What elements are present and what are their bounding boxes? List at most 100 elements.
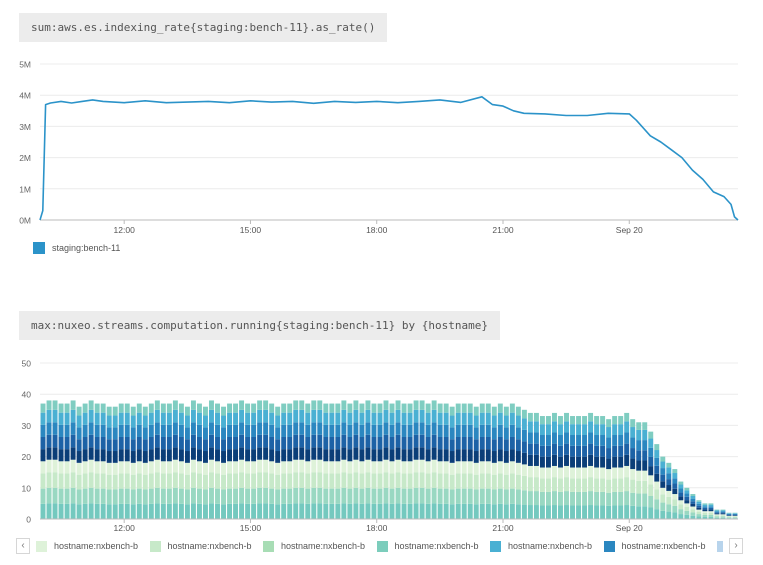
bar-segment (545, 424, 551, 436)
bar-segment (660, 456, 666, 462)
legend-item[interactable]: hostname:nxbench-b (603, 540, 718, 552)
bar-segment (696, 503, 702, 506)
bar-segment (521, 429, 527, 442)
bar-segment (527, 477, 533, 492)
bar-segment (172, 503, 178, 519)
bar-segment (317, 400, 323, 410)
bar-segment (467, 436, 473, 450)
legend-item[interactable]: hostname:nxbench-b (490, 540, 604, 552)
bar-segment (311, 422, 317, 435)
bar-segment (714, 513, 720, 515)
bar-segment (515, 462, 521, 475)
bar-segment (654, 481, 660, 490)
legend-label[interactable]: staging:bench-11 (52, 243, 121, 253)
bar-segment (203, 489, 208, 505)
bar-segment (491, 427, 497, 440)
bar-segment (293, 434, 299, 448)
bar-segment (52, 409, 58, 423)
legend-item[interactable]: hostname:nxbench-b (149, 540, 264, 552)
bar-segment (455, 412, 461, 425)
bar-segment (467, 412, 473, 425)
bar-segment (509, 449, 515, 462)
bar-segment (160, 403, 166, 413)
bar-segment (539, 416, 545, 425)
bar-segment (118, 412, 124, 425)
bar-segment (648, 456, 654, 467)
bar-segment (154, 487, 160, 504)
bar-segment (582, 478, 588, 492)
bar-segment (46, 422, 52, 435)
bar-segment (509, 403, 515, 413)
chevron-right-icon[interactable]: › (729, 538, 743, 554)
bar-segment (293, 400, 299, 410)
bar-segment (317, 503, 323, 519)
bar-segment (425, 503, 431, 519)
bar-segment (275, 406, 281, 416)
bar-segment (455, 449, 461, 462)
bar-segment (588, 465, 594, 478)
bar-segment (112, 489, 118, 505)
bar-segment (257, 487, 263, 504)
bar-segment (660, 494, 666, 503)
bar-segment (419, 503, 425, 519)
bar-segment (660, 510, 666, 519)
bar-segment (377, 424, 383, 437)
bar-segment (413, 472, 419, 488)
bar-segment (251, 473, 257, 489)
bar-segment (702, 512, 708, 515)
bar-segment (497, 461, 503, 474)
bar-segment (383, 434, 389, 448)
bar-segment (696, 516, 702, 519)
legend-item[interactable]: hostname:nxbench-b (376, 540, 491, 552)
chevron-left-icon[interactable]: ‹ (16, 538, 30, 554)
bar-segment (491, 462, 497, 475)
bar-segment (365, 434, 371, 448)
bar-segment (642, 429, 648, 441)
legend-item[interactable]: hostname:nxbench-b (36, 540, 150, 552)
bar-segment (196, 461, 202, 474)
bar-segment (172, 447, 178, 460)
bar-segment (630, 448, 636, 459)
bar-segment (696, 511, 702, 515)
bar-segment (365, 487, 371, 504)
bar-segment (539, 467, 545, 479)
bar-segment (539, 424, 545, 436)
bar-segment (130, 489, 136, 505)
bar-segment (263, 434, 269, 448)
bar-segment (172, 459, 178, 473)
bar-segment (600, 445, 606, 457)
bar-segment (209, 459, 214, 473)
bar-segment (257, 409, 263, 423)
bar-segment (533, 505, 539, 519)
bar-segment (263, 459, 269, 473)
bar-segment (148, 403, 154, 413)
bar-segment (473, 451, 479, 463)
bar-segment (437, 449, 443, 462)
bar-segment (136, 503, 142, 519)
bar-segment (407, 436, 413, 450)
bar-segment (227, 424, 233, 437)
bar-segment (509, 436, 515, 450)
bar-segment (485, 436, 491, 450)
bar-segment (389, 424, 395, 437)
bar-segment (347, 461, 353, 474)
legend-item[interactable]: hostname:nxbench-b (263, 540, 377, 552)
bar-segment (413, 487, 419, 504)
bar-segment (305, 488, 311, 504)
bar-segment (160, 503, 166, 519)
legend-item[interactable]: hostname:nxbench-b (717, 540, 723, 552)
bar-segment (558, 424, 563, 436)
bar-segment (305, 461, 311, 474)
bar-segment (269, 461, 275, 474)
bar-segment (124, 503, 130, 519)
bar-segment (726, 517, 732, 519)
bar-segment (353, 503, 359, 519)
bar-segment (702, 516, 708, 519)
bar-segment (467, 488, 473, 504)
bar-segment (136, 412, 142, 425)
bar-segment (455, 503, 461, 519)
bar-segment (52, 400, 58, 410)
bar-segment (545, 505, 551, 519)
bar-segment (473, 415, 479, 428)
bar-segment (684, 490, 690, 494)
